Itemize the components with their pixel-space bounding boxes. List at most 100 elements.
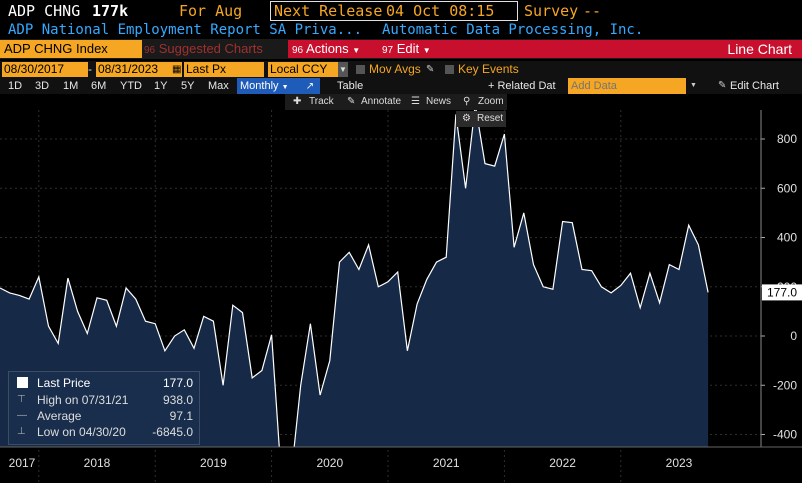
range-1d[interactable]: 1D	[8, 80, 23, 92]
description[interactable]: ADP National Employment Report SA Priva.…	[8, 22, 363, 38]
start-date: 08/30/2017	[4, 62, 65, 76]
next-release-label: Next Release	[274, 2, 383, 20]
next-release-box	[270, 1, 518, 21]
range-1m[interactable]: 1M	[63, 80, 79, 92]
key-events-label[interactable]: Key Events	[458, 62, 519, 76]
end-date-field[interactable]: 08/31/2023	[96, 62, 182, 77]
key-events-checkbox[interactable]	[445, 65, 454, 74]
x-tick-label: 2018	[84, 456, 111, 470]
legend-value: 177.0	[162, 376, 193, 390]
legend-key: Low on 04/30/20	[37, 425, 126, 439]
legend-key: Average	[37, 409, 82, 423]
currency-value: Local CCY	[270, 62, 328, 76]
line-chart-toggle[interactable]: ↗	[300, 78, 320, 94]
range-ytd[interactable]: YTD	[120, 80, 142, 92]
y-axis: 8006004002000-200-400	[760, 110, 797, 447]
chevron-down-icon: ▼	[281, 84, 289, 91]
range-5y[interactable]: 5Y	[181, 80, 195, 92]
chevron-down-icon[interactable]: ▼	[338, 62, 348, 77]
add-data-input[interactable]	[568, 78, 686, 94]
range-max[interactable]: Max	[208, 80, 229, 92]
period-label: For Aug	[179, 2, 243, 20]
chart-legend[interactable]: Last Price 177.0 ⊤ High on 07/31/21 938.…	[8, 371, 200, 445]
range-3d[interactable]: 3D	[35, 80, 50, 92]
legend-average: — Average 97.1	[9, 408, 199, 424]
pencil-icon[interactable]: ✎	[718, 80, 727, 91]
series-line	[0, 110, 709, 447]
series-area	[0, 110, 709, 447]
toolbar: ADP CHNG Index 96 Suggested Charts 96 Ac…	[0, 39, 802, 59]
start-date-field[interactable]: 08/30/2017	[2, 62, 88, 77]
white-square-icon	[17, 377, 28, 388]
survey-value: --	[583, 2, 602, 20]
pencil-icon[interactable]: ✎	[426, 64, 435, 75]
related-data-button[interactable]: + Related Dat	[488, 80, 556, 92]
chevron-down-icon[interactable]: ▼	[690, 82, 697, 89]
line-chart[interactable]: 8006004002000-200-400 201720182019202020…	[0, 110, 802, 483]
last-value: 177k	[92, 2, 129, 20]
description-row: ADP National Employment Report SA Priva.…	[0, 22, 802, 38]
reset-label: Reset	[477, 113, 504, 124]
y-tick-label: 800	[777, 132, 797, 146]
zoom-button[interactable]: Zoom	[478, 96, 504, 107]
mov-avgs-label[interactable]: Mov Avgs	[369, 62, 421, 76]
security-label: ADP CHNG Index	[4, 41, 108, 56]
edit-code: 97	[382, 45, 394, 56]
suggested-code: 96	[144, 45, 156, 56]
chart-tools: ✚ Track ✎ Annotate ☰ News ⚲ Zoom	[285, 94, 507, 110]
reset-button[interactable]: ⚙ Reset	[456, 111, 506, 127]
y-tick-label: 600	[777, 181, 797, 195]
ticker-header: ADP CHNG 177k For Aug Next Release 04 Oc…	[0, 0, 802, 22]
news-button[interactable]: News	[426, 96, 452, 107]
chevron-down-icon: ▼	[352, 46, 361, 55]
x-tick-label: 2019	[200, 456, 227, 470]
actions-label: Actions	[306, 41, 349, 56]
legend-key: Last Price	[37, 376, 91, 390]
news-icon[interactable]: ☰	[411, 96, 420, 107]
field-value: Last Px	[186, 62, 227, 76]
edit-chart-button[interactable]: Edit Chart	[730, 80, 779, 92]
suggested-charts-button[interactable]: 96 Suggested Charts	[144, 40, 282, 58]
actions-button[interactable]: 96 Actions ▼	[288, 40, 378, 58]
low-marker-icon: ⊥	[17, 426, 26, 437]
frequency-value: Monthly	[240, 80, 279, 92]
y-tick-label: 400	[777, 231, 797, 245]
y-tick-label: 0	[790, 329, 797, 343]
calendar-icon[interactable]: ▦	[172, 64, 182, 75]
last-value-box	[762, 284, 802, 301]
security-field[interactable]: ADP CHNG Index	[0, 40, 142, 58]
chart-type-label: Line Chart	[727, 41, 792, 57]
legend-value: -6845.0	[152, 425, 193, 439]
source[interactable]: Automatic Data Processing, Inc.	[382, 22, 644, 38]
annotate-button[interactable]: Annotate	[361, 96, 402, 107]
line-chart-icon: ↗	[305, 81, 315, 92]
gear-icon: ⚙	[462, 113, 471, 124]
end-date: 08/31/2023	[98, 62, 159, 76]
table-button[interactable]: Table	[337, 80, 364, 92]
track-button[interactable]: Track	[309, 96, 334, 107]
track-icon[interactable]: ✚	[293, 96, 302, 107]
range-6m[interactable]: 6M	[91, 80, 107, 92]
legend-low: ⊥ Low on 04/30/20 -6845.0	[9, 424, 199, 440]
x-tick-label: 2021	[433, 456, 460, 470]
y-tick-label: -200	[773, 378, 797, 392]
frequency-select[interactable]: Monthly ▼	[237, 78, 300, 94]
x-tick-label: 2023	[666, 456, 693, 470]
edit-label: Edit	[396, 41, 420, 56]
field-select[interactable]: Last Px	[184, 62, 264, 77]
legend-value: 938.0	[162, 393, 193, 407]
range-1y[interactable]: 1Y	[154, 80, 168, 92]
range-row: 1D 3D 1M 6M YTD 1Y 5Y Max Monthly ▼ ↗ Ta…	[0, 78, 802, 94]
legend-last-price: Last Price 177.0	[9, 375, 199, 391]
suggested-label: Suggested Charts	[158, 41, 263, 56]
annotate-icon[interactable]: ✎	[347, 96, 356, 107]
survey-label: Survey	[524, 2, 579, 20]
mov-avgs-checkbox[interactable]	[356, 65, 365, 74]
controls-row: 08/30/2017 - 08/31/2023 ▦ Last Px Local …	[0, 61, 802, 78]
currency-select[interactable]: Local CCY	[268, 62, 338, 77]
high-marker-icon: ⊤	[17, 394, 26, 405]
x-tick-label: 2022	[549, 456, 576, 470]
actions-code: 96	[292, 45, 304, 56]
zoom-icon[interactable]: ⚲	[463, 96, 471, 107]
edit-button[interactable]: 97 Edit ▼	[378, 40, 448, 58]
